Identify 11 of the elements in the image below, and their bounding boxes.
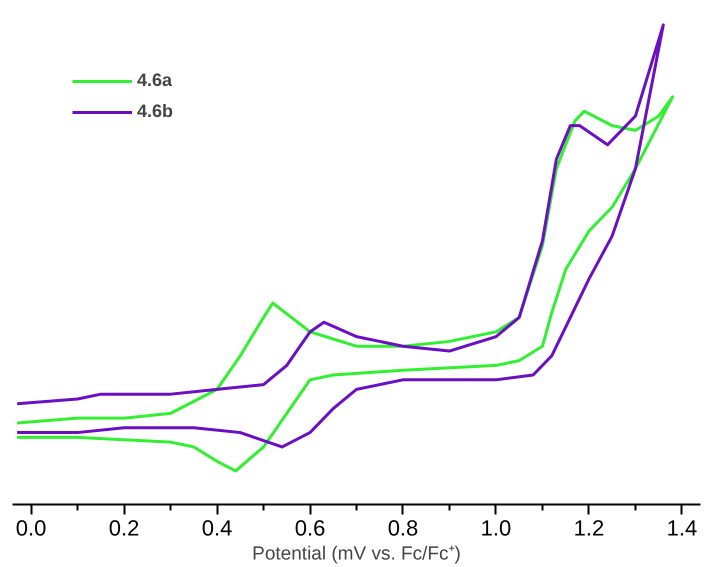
legend-label: 4.6a (137, 70, 172, 91)
x-tick-label: 0.4 (202, 516, 232, 540)
x-tick-label: 1.0 (480, 516, 512, 540)
x-tick-label: 0.2 (108, 516, 140, 540)
x-axis-title: Potential (mV vs. Fc/Fc⁺) (252, 544, 461, 564)
x-tick-label: 1.4 (666, 516, 698, 540)
x-tick-label: 0.6 (294, 516, 326, 540)
x-tick-label: 0.0 (16, 516, 46, 540)
x-tick-label: 0.8 (388, 516, 418, 540)
x-tick-label: 1.2 (574, 516, 604, 540)
legend-label: 4.6b (137, 101, 174, 122)
